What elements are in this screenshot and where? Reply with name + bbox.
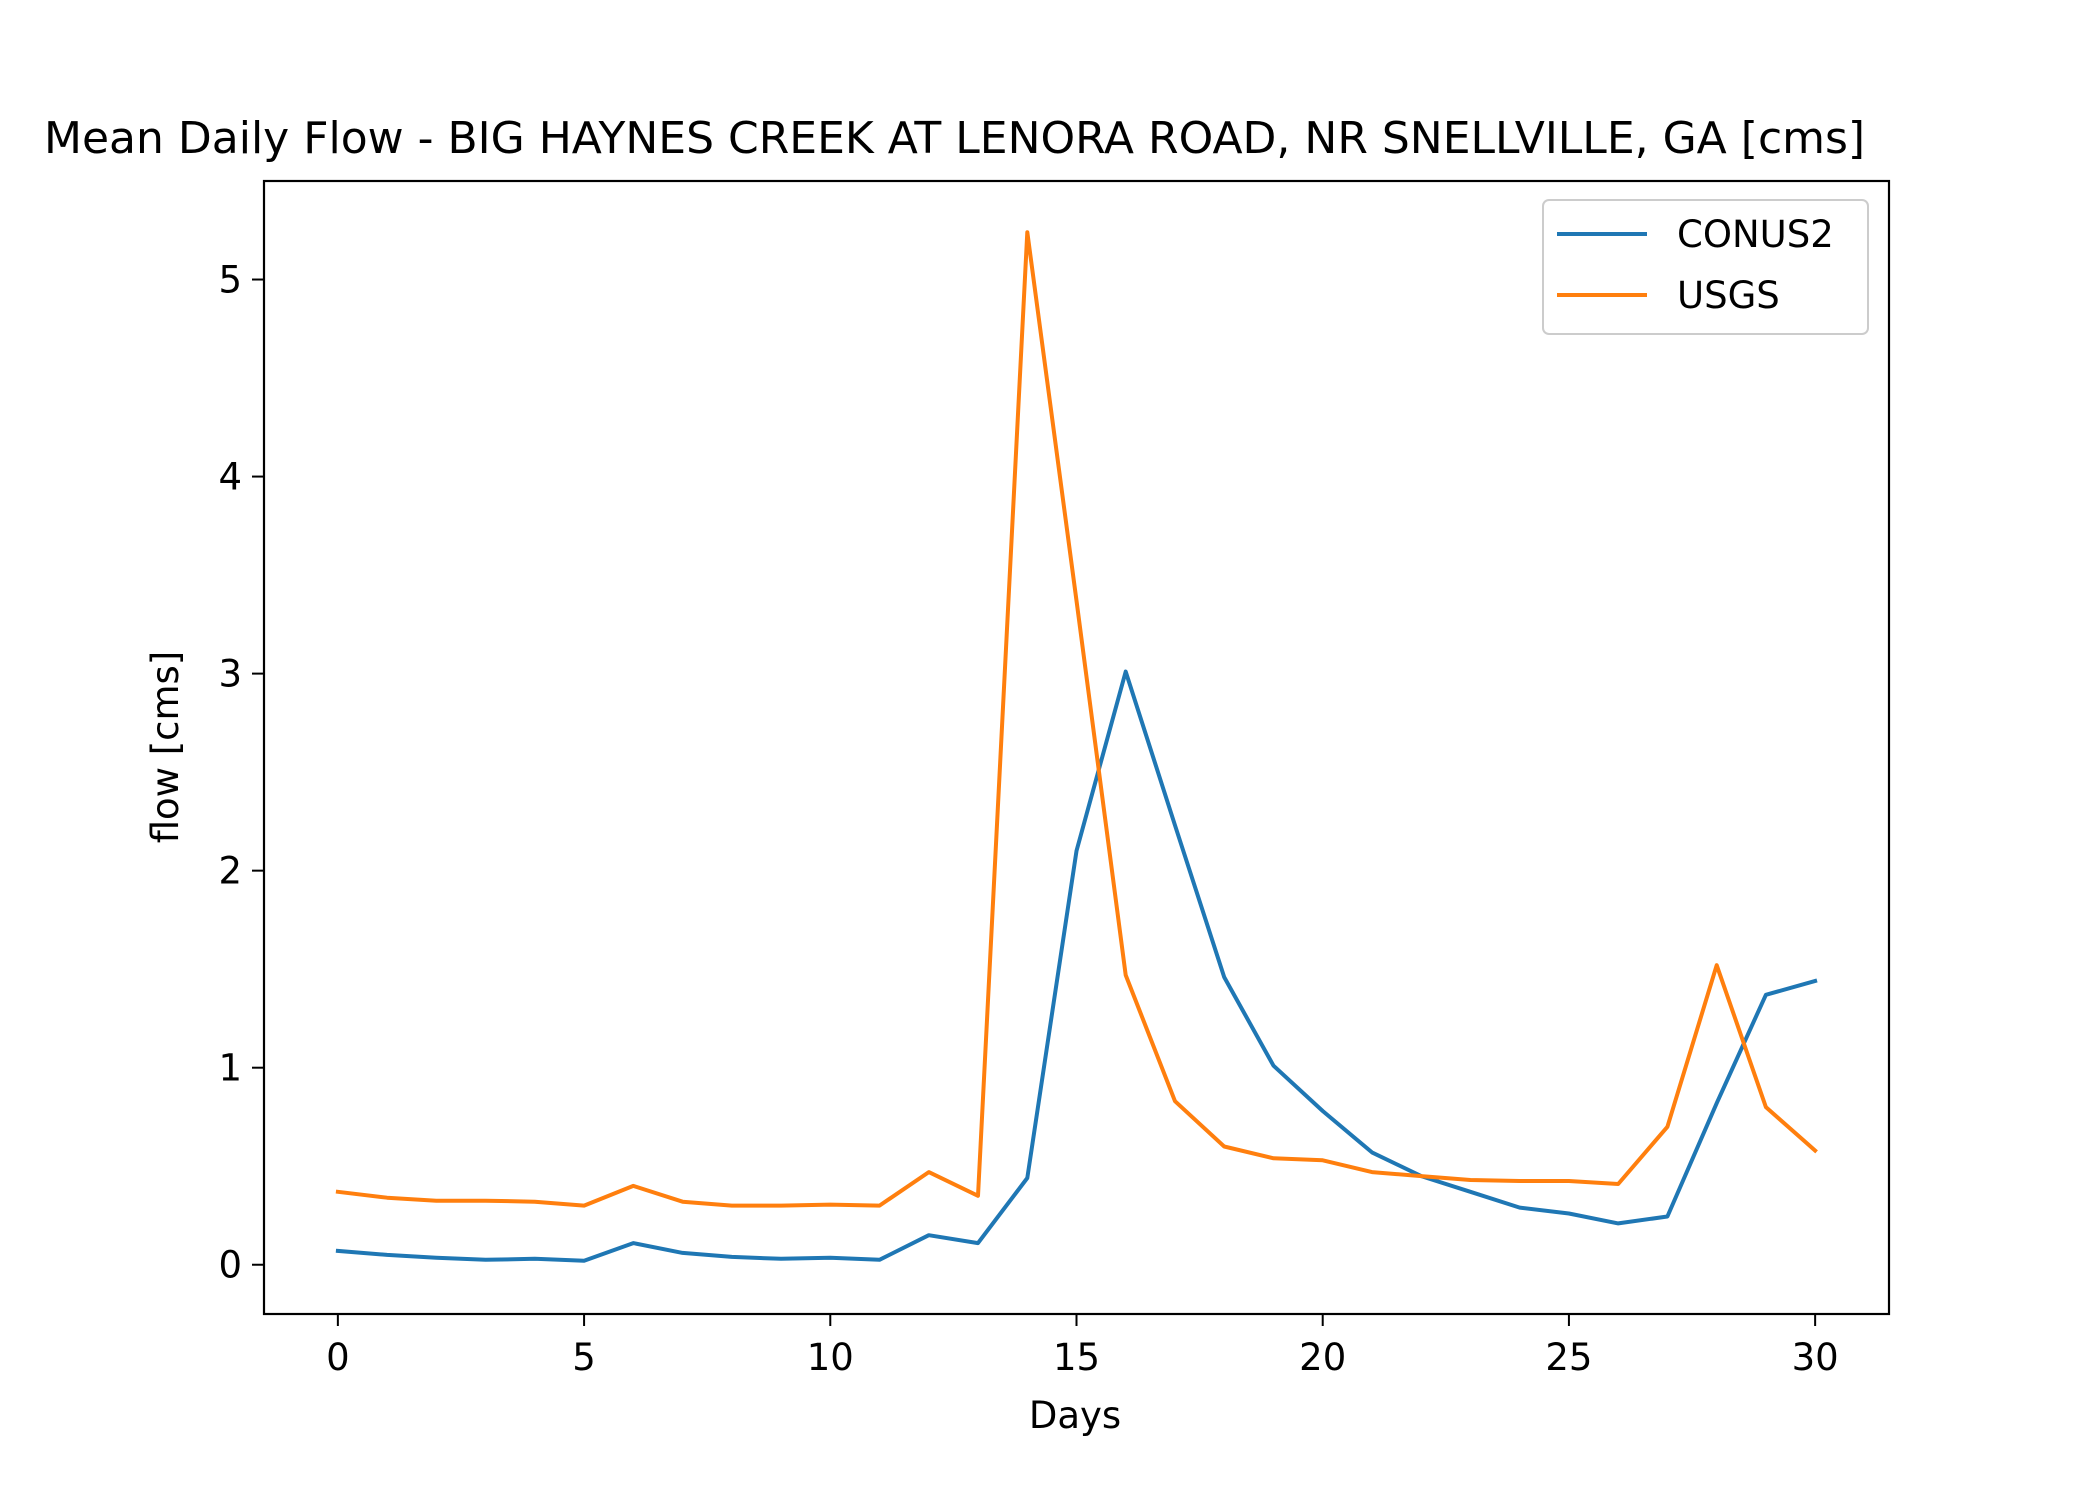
legend-label-usgs: USGS xyxy=(1677,274,1780,317)
legend-label-conus2: CONUS2 xyxy=(1677,213,1834,256)
x-tick-label: 30 xyxy=(1792,1336,1839,1379)
y-tick-label: 5 xyxy=(218,259,242,302)
series-line-conus2 xyxy=(335,669,1818,1263)
legend: CONUS2 USGS xyxy=(1542,199,1869,335)
plot-frame xyxy=(262,179,1891,1316)
y-axis-ticks: 0 1 2 3 4 5 xyxy=(218,259,264,1287)
y-tick-label: 4 xyxy=(218,456,242,499)
x-tick-label: 20 xyxy=(1299,1336,1346,1379)
y-tick-label: 2 xyxy=(218,850,242,893)
y-tick-label: 3 xyxy=(218,653,242,696)
plot-area xyxy=(335,230,1818,1263)
x-tick-label: 10 xyxy=(807,1336,854,1379)
x-tick-label: 15 xyxy=(1053,1336,1100,1379)
chart-title: Mean Daily Flow - BIG HAYNES CREEK AT LE… xyxy=(44,113,1865,164)
x-axis-label: Days xyxy=(1029,1394,1121,1437)
y-tick-label: 0 xyxy=(218,1244,242,1287)
x-axis-ticks: 0 5 10 15 20 25 30 xyxy=(326,1314,1839,1379)
y-axis-label: flow [cms] xyxy=(144,651,187,844)
x-tick-label: 5 xyxy=(572,1336,596,1379)
x-tick-label: 0 xyxy=(326,1336,350,1379)
y-tick-label: 1 xyxy=(218,1047,242,1090)
series-line-usgs xyxy=(335,230,1818,1208)
x-tick-label: 25 xyxy=(1545,1336,1592,1379)
